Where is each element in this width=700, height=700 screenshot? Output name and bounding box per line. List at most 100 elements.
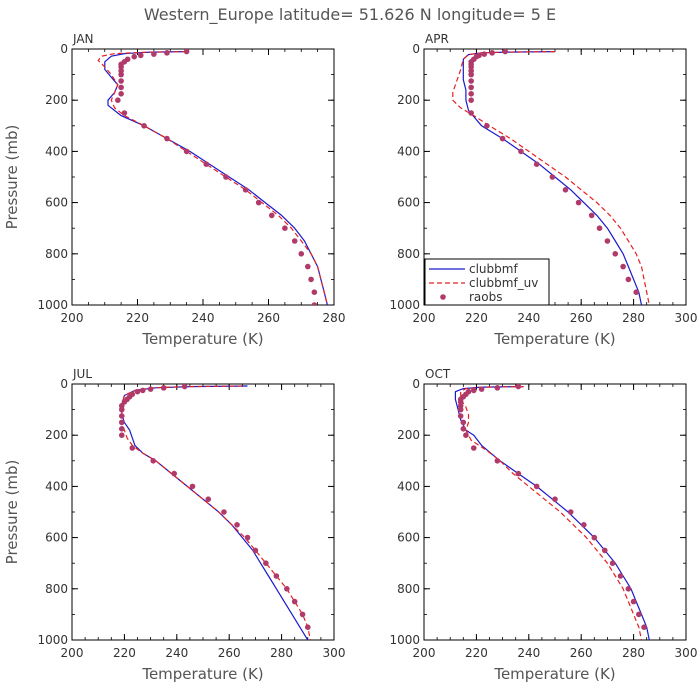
data-layer-apr xyxy=(452,49,650,305)
raobs-point xyxy=(468,64,474,70)
x-axis-label: Temperature (K) xyxy=(141,330,263,348)
raobs-point xyxy=(139,387,146,394)
legend-swatch-raobs xyxy=(440,294,446,300)
raobs-point xyxy=(118,64,124,70)
raobs-point xyxy=(601,547,608,554)
y-tick-label: 600 xyxy=(397,531,420,545)
raobs-point xyxy=(183,49,190,55)
raobs-point xyxy=(137,52,144,59)
raobs-point xyxy=(164,50,170,56)
raobs-point xyxy=(489,50,495,56)
raobs-point xyxy=(470,445,477,451)
y-tick-label: 600 xyxy=(45,531,68,545)
raobs-point xyxy=(151,51,157,57)
raobs-point xyxy=(460,426,467,432)
raobs-point xyxy=(234,522,240,528)
raobs-point xyxy=(115,97,121,103)
raobs-point xyxy=(494,458,501,464)
raobs-point xyxy=(131,53,138,60)
raobs-point xyxy=(181,384,188,390)
raobs-point xyxy=(118,91,124,97)
x-tick-label: 220 xyxy=(465,311,488,325)
raobs-point xyxy=(457,406,464,413)
raobs-point xyxy=(457,413,464,419)
raobs-point xyxy=(468,71,474,78)
raobs-point xyxy=(591,534,598,541)
raobs-point xyxy=(273,573,280,579)
raobs-point xyxy=(291,598,298,605)
raobs-point xyxy=(244,534,251,541)
raobs-point xyxy=(494,385,501,391)
x-tick-label: 300 xyxy=(675,646,698,660)
raobs-point xyxy=(171,470,177,477)
raobs-point xyxy=(118,419,125,426)
raobs-point xyxy=(141,123,147,129)
clubbmf-line xyxy=(454,386,650,640)
clubbmf_uv-line xyxy=(97,51,328,305)
raobs-point xyxy=(121,110,128,116)
clubbmf_uv-line xyxy=(121,385,311,640)
raobs-point xyxy=(533,483,540,490)
y-tick-label: 1000 xyxy=(37,633,68,647)
raobs-point xyxy=(470,387,477,394)
panel-label-oct: OCT xyxy=(425,367,451,381)
raobs-point xyxy=(189,483,196,490)
x-tick-label: 200 xyxy=(61,311,84,325)
raobs-point xyxy=(268,212,275,219)
y-tick-label: 800 xyxy=(397,247,420,261)
raobs-point xyxy=(252,547,259,554)
raobs-point xyxy=(298,251,305,257)
raobs-point xyxy=(604,238,611,244)
raobs-point xyxy=(134,388,141,395)
raobs-point xyxy=(484,123,490,129)
raobs-point xyxy=(463,432,469,439)
x-axis-label: Temperature (K) xyxy=(141,665,263,683)
raobs-point xyxy=(311,289,318,296)
x-axis-label: Temperature (K) xyxy=(493,665,615,683)
y-tick-label: 0 xyxy=(412,377,420,391)
x-tick-label: 220 xyxy=(465,646,488,660)
raobs-point xyxy=(457,402,464,409)
x-tick-label: 200 xyxy=(413,646,436,660)
x-tick-label: 260 xyxy=(257,311,280,325)
raobs-point xyxy=(118,426,125,432)
raobs-point xyxy=(129,445,136,451)
x-tick-label: 260 xyxy=(570,646,593,660)
y-tick-label: 400 xyxy=(397,479,420,493)
raobs-point xyxy=(291,238,298,244)
x-tick-label: 300 xyxy=(323,646,346,660)
raobs-point xyxy=(308,276,314,283)
raobs-point xyxy=(630,598,637,605)
raobs-point xyxy=(263,560,269,566)
raobs-point xyxy=(636,611,642,618)
raobs-point xyxy=(499,135,506,142)
raobs-point xyxy=(460,419,467,426)
x-tick-label: 260 xyxy=(218,646,241,660)
raobs-point xyxy=(299,611,306,618)
data-layer-jul xyxy=(118,384,311,640)
y-axis-label: Pressure (mb) xyxy=(3,125,21,230)
raobs-point xyxy=(305,624,311,630)
raobs-point xyxy=(562,187,569,193)
raobs-point xyxy=(305,263,311,270)
raobs-point xyxy=(633,289,640,296)
raobs-point xyxy=(617,573,624,579)
x-tick-label: 220 xyxy=(113,646,136,660)
panel-oct: 200 220 240 260 280 300 0 200 400 600 800 1000 OCT Te… xyxy=(389,367,697,683)
y-axis-label: Pressure (mb) xyxy=(3,460,21,565)
panel-jan: 200 220 240 260 280 0 200 400 600 800 1000 JAN Tempe… xyxy=(3,32,345,348)
y-tick-label: 200 xyxy=(397,93,420,107)
y-tick-label: 1000 xyxy=(37,298,68,312)
y-tick-label: 400 xyxy=(45,144,68,158)
panel-jul: 200 220 240 260 280 300 0 200 400 600 800 1000 JUL Te… xyxy=(3,367,345,683)
raobs-point xyxy=(612,251,619,257)
raobs-point xyxy=(242,187,249,193)
raobs-point xyxy=(515,470,522,477)
raobs-point xyxy=(282,225,288,231)
raobs-point xyxy=(468,84,474,91)
x-axis-label: Temperature (K) xyxy=(493,330,615,348)
y-tick-label: 400 xyxy=(45,479,68,493)
raobs-point xyxy=(596,225,603,231)
raobs-point xyxy=(160,385,167,391)
